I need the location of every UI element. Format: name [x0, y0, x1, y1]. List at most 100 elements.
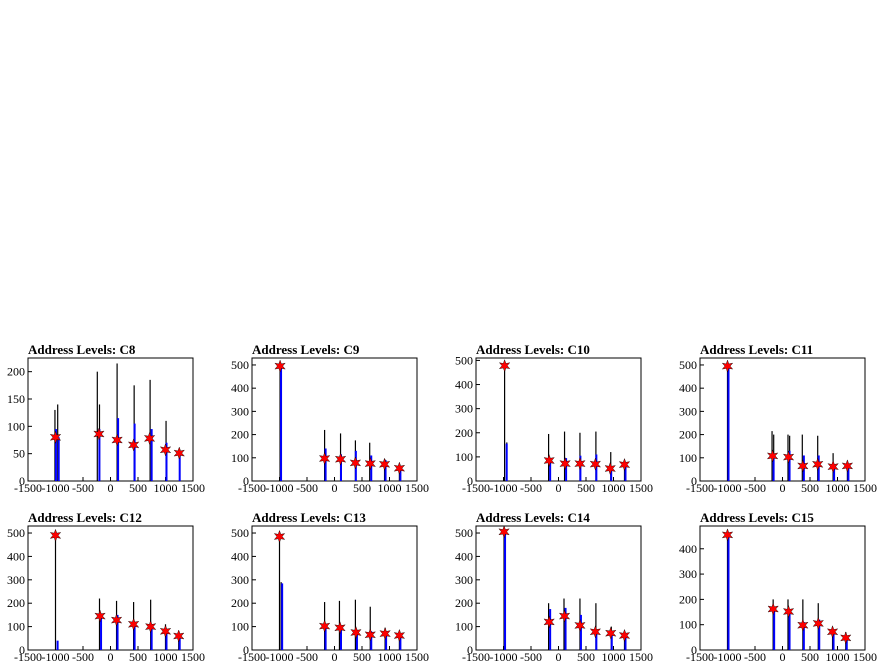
y-tick-label: 200 [679, 428, 697, 442]
panel-title: Address Levels: C11 [700, 342, 813, 357]
x-tick-label: 1500 [853, 481, 877, 495]
y-tick-label: 200 [455, 426, 473, 440]
x-tick-label: 1500 [629, 481, 653, 495]
x-tick-label: 1000 [378, 481, 402, 495]
peak-marker [111, 433, 123, 447]
y-tick-label: 200 [7, 365, 25, 379]
peak-marker [110, 613, 123, 627]
y-tick-label: 400 [679, 381, 697, 395]
y-tick-label: 0 [691, 474, 697, 488]
y-tick-label: 100 [455, 620, 473, 634]
peak-marker [364, 457, 376, 471]
panel-title: Address Levels: C14 [476, 510, 590, 525]
peak-marker [172, 629, 185, 643]
plot-frame [27, 357, 194, 482]
x-tick-label: 500 [129, 650, 147, 664]
x-tick-label: 1000 [602, 481, 626, 495]
y-tick-label: 500 [455, 353, 473, 367]
y-tick-label: 300 [7, 573, 25, 587]
peak-marker [173, 446, 185, 460]
peak-marker [498, 359, 511, 373]
x-tick-label: 500 [129, 481, 147, 495]
y-tick-label: 0 [243, 643, 249, 657]
peak-marker [782, 604, 795, 619]
panel-title: Address Levels: C13 [252, 510, 366, 525]
y-tick-label: 0 [19, 474, 25, 488]
y-tick-label: 300 [679, 567, 697, 581]
y-tick-label: 400 [455, 549, 473, 563]
y-tick-label: 50 [13, 447, 25, 461]
x-tick-label: -500 [296, 650, 318, 664]
y-tick-label: 0 [467, 643, 473, 657]
peak-marker [721, 528, 734, 542]
peak-marker [767, 602, 779, 616]
x-tick-label: 0 [780, 650, 786, 664]
x-tick-label: -1000 [490, 650, 518, 664]
x-tick-label: 1500 [853, 650, 877, 664]
peak-marker [127, 617, 140, 631]
peak-marker [766, 449, 779, 463]
peak-marker [618, 457, 631, 472]
y-tick-label: 200 [455, 596, 473, 610]
y-tick-label: 500 [679, 358, 697, 372]
x-tick-label: -1500 [462, 650, 490, 664]
peak-marker [379, 626, 391, 641]
y-tick-label: 100 [231, 451, 249, 465]
peak-marker [378, 457, 391, 471]
x-tick-label: -500 [296, 481, 318, 495]
plot-frame [475, 525, 642, 651]
peak-marker [840, 631, 852, 645]
histogram-panel: Address Levels: C15 0 100 200 300 400 -1500 -10… [679, 510, 877, 664]
plot-frame [251, 357, 418, 482]
peak-marker [782, 450, 795, 464]
peak-marker [797, 459, 809, 473]
x-tick-label: 500 [801, 650, 819, 664]
x-tick-label: 1500 [629, 650, 653, 664]
x-tick-label: -1000 [714, 650, 742, 664]
y-tick-label: 100 [7, 419, 25, 433]
peak-marker [574, 618, 586, 633]
y-tick-label: 300 [455, 402, 473, 416]
y-tick-label: 100 [679, 618, 697, 632]
y-tick-label: 400 [231, 549, 249, 563]
peak-marker [589, 625, 602, 639]
x-tick-label: -1500 [686, 481, 714, 495]
peak-marker [811, 457, 824, 471]
x-tick-label: 500 [353, 481, 371, 495]
x-tick-label: -1500 [14, 481, 42, 495]
y-tick-label: 500 [231, 358, 249, 372]
x-tick-label: 1500 [181, 481, 205, 495]
peak-marker [558, 609, 571, 623]
x-tick-label: -500 [520, 650, 542, 664]
plot-frame [475, 357, 642, 482]
histogram-panel: Address Levels: C90100200300400500-1500-… [231, 342, 429, 495]
panel-title: Address Levels: C8 [28, 342, 136, 357]
peak-marker [543, 453, 555, 468]
y-tick-label: 400 [455, 378, 473, 392]
x-tick-label: -1000 [42, 481, 70, 495]
x-tick-label: -1000 [42, 650, 70, 664]
peak-marker [49, 430, 62, 444]
y-tick-label: 200 [679, 592, 697, 606]
x-tick-label: 1500 [181, 650, 205, 664]
peak-marker [604, 461, 616, 476]
peak-marker [159, 443, 172, 457]
peak-marker [812, 616, 824, 631]
peak-marker [605, 626, 617, 640]
peak-marker [334, 452, 347, 466]
y-tick-label: 0 [19, 643, 25, 657]
y-tick-label: 500 [455, 526, 473, 540]
x-tick-label: -500 [520, 481, 542, 495]
x-tick-label: -1000 [266, 481, 294, 495]
peak-marker [349, 456, 362, 470]
x-tick-label: 1000 [154, 481, 178, 495]
x-tick-label: 1000 [826, 481, 850, 495]
y-tick-label: 100 [231, 620, 249, 634]
y-tick-label: 100 [679, 451, 697, 465]
x-tick-label: -1000 [714, 481, 742, 495]
y-tick-label: 400 [679, 542, 697, 556]
y-tick-label: 0 [467, 474, 473, 488]
y-tick-label: 400 [231, 381, 249, 395]
y-tick-label: 200 [231, 596, 249, 610]
x-tick-label: 0 [332, 650, 338, 664]
